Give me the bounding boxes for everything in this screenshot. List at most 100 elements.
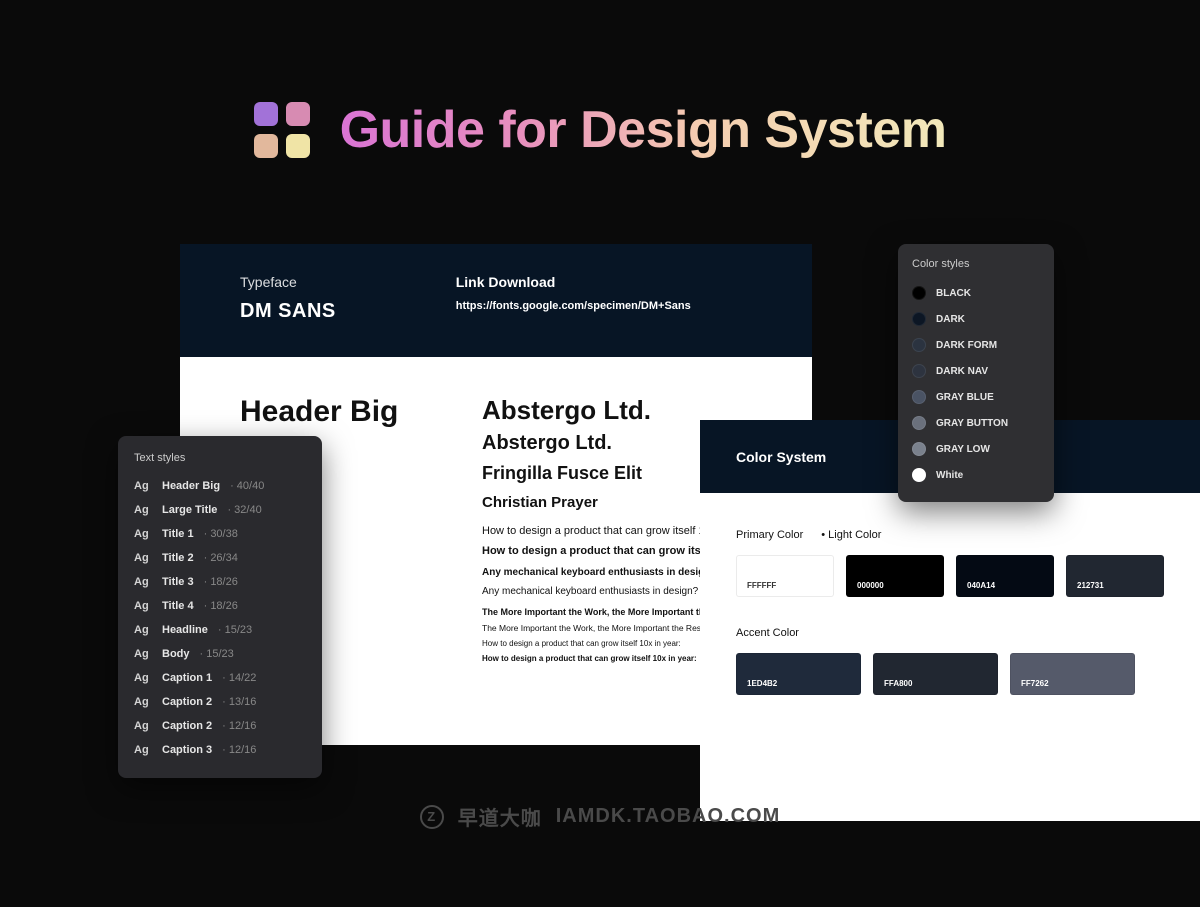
text-style-ag-icon: Ag [134,720,152,732]
specimen: The More Important the Work, the More Im… [482,623,731,633]
color-style-name: DARK [936,314,965,325]
text-style-ag-icon: Ag [134,552,152,564]
specimen: Fringilla Fusce Elit [482,463,731,484]
text-style-ag-icon: Ag [134,672,152,684]
swatch-label: FFFFFF [747,581,776,590]
typeface-panel: Typeface DM SANS Link Download https://f… [180,244,812,357]
text-style-name: Body [162,648,190,660]
specimen: The More Important the Work, the More Im… [482,607,731,617]
text-style-ag-icon: Ag [134,480,152,492]
color-styles-panel: Color styles BLACK DARK DARK FORM DARK NAV G… [898,244,1054,502]
specimen: How to design a product that can grow it… [482,545,731,557]
text-style-item[interactable]: AgTitle 3 · 18/26 [118,570,322,594]
color-dot-icon [912,364,926,378]
accent-color-label: Accent Color [736,627,1164,639]
color-style-name: DARK FORM [936,340,997,351]
download-link[interactable]: https://fonts.google.com/specimen/DM+San… [456,300,691,312]
color-style-name: DARK NAV [936,366,988,377]
specimen: Christian Prayer [482,494,731,511]
color-system-body: Primary Color Light Color FFFFFF00000004… [700,493,1200,821]
accent-swatch-row: 1ED4B2 FFA800 FF7262 [736,653,1164,695]
text-style-item[interactable]: AgCaption 3 · 12/16 [118,738,322,762]
color-styles-title: Color styles [898,258,1054,280]
watermark: Z 早道大咖 IAMDK.TAOBAO.COM [0,802,1200,831]
text-style-dimensions: · 32/40 [227,504,261,516]
logo-tile [254,134,278,158]
page-header: Guide for Design System [0,100,1200,160]
text-styles-panel: Text styles Ag Header Big · 40/40 AgLarge … [118,436,322,778]
specimen: Any mechanical keyboard enthusiasts in d… [482,567,731,578]
watermark-text: 早道大咖 [458,802,542,831]
color-style-item[interactable]: White [898,462,1054,488]
color-style-item[interactable]: GRAY BUTTON [898,410,1054,436]
text-style-ag-icon: Ag [134,528,152,540]
swatch-label: 000000 [857,581,884,590]
text-style-dimensions: · 12/16 [222,720,256,732]
color-style-item[interactable]: DARK [898,306,1054,332]
text-style-item[interactable]: Ag Caption 2 · 12/16 [118,714,322,738]
text-style-item[interactable]: AgCaption 2 · 13/16 [118,690,322,714]
color-style-item[interactable]: DARK NAV [898,358,1054,384]
text-style-dimensions: · 15/23 [218,624,252,636]
logo-tile [286,102,310,126]
text-style-item[interactable]: AgLarge Title · 32/40 [118,498,322,522]
text-style-item[interactable]: AgTitle 4 · 18/26 [118,594,322,618]
typeface-name: DM SANS [240,300,336,323]
specimen: Abstergo Ltd. [482,432,731,455]
specimen: How to design a product that can grow it… [482,639,731,648]
text-style-ag-icon: Ag [134,504,152,516]
text-style-dimensions: · 26/34 [204,552,238,564]
text-style-ag-icon: Ag [134,600,152,612]
text-style-item[interactable]: Ag Title 1 · 30/38 [118,522,322,546]
color-system-title: Color System [736,449,826,465]
color-style-name: White [936,470,963,481]
text-style-name: Header Big [162,480,220,492]
text-style-item[interactable]: Ag Header Big · 40/40 [118,474,322,498]
color-style-item[interactable]: DARK FORM [898,332,1054,358]
color-style-name: BLACK [936,288,971,299]
logo-icon [254,102,310,158]
text-style-item[interactable]: AgTitle 2 · 26/34 [118,546,322,570]
color-dot-icon [912,286,926,300]
color-swatch[interactable]: FFFFFF [736,555,834,597]
color-swatch[interactable]: 212731 [1066,555,1164,597]
color-style-name: GRAY BUTTON [936,418,1008,429]
color-swatch[interactable]: 000000 [846,555,944,597]
text-style-item[interactable]: AgBody · 15/23 [118,642,322,666]
specimen: How to design a product that can grow it… [482,525,731,537]
color-swatch[interactable]: FFA800 [873,653,998,695]
text-style-dimensions: · 18/26 [204,600,238,612]
text-style-item[interactable]: AgHeadline · 15/23 [118,618,322,642]
primary-color-label: Primary Color [736,529,803,541]
color-style-item[interactable]: GRAY BLUE [898,384,1054,410]
text-style-name: Caption 2 [162,720,212,732]
specimen: Any mechanical keyboard enthusiasts in d… [482,586,731,597]
swatch-label: FF7262 [1021,679,1049,688]
text-styles-title: Text styles [118,452,322,474]
text-style-name: Caption 1 [162,672,212,684]
text-style-dimensions: · 18/26 [204,576,238,588]
text-style-name: Title 1 [162,528,194,540]
color-swatch[interactable]: 040A14 [956,555,1054,597]
color-dot-icon [912,390,926,404]
text-style-name: Caption 2 [162,696,212,708]
color-dot-icon [912,468,926,482]
color-swatch[interactable]: FF7262 [1010,653,1135,695]
text-style-ag-icon: Ag [134,648,152,660]
color-dot-icon [912,442,926,456]
text-style-name: Title 3 [162,576,194,588]
color-style-name: GRAY BLUE [936,392,994,403]
color-swatch[interactable]: 1ED4B2 [736,653,861,695]
color-style-item[interactable]: GRAY LOW [898,436,1054,462]
text-style-item[interactable]: Ag Caption 1 · 14/22 [118,666,322,690]
color-dot-icon [912,312,926,326]
page-title: Guide for Design System [340,100,947,160]
swatch-label: 1ED4B2 [747,679,777,688]
text-style-dimensions: · 12/16 [222,744,256,756]
color-style-item[interactable]: BLACK [898,280,1054,306]
watermark-badge-icon: Z [420,805,444,829]
link-download-label: Link Download [456,274,691,290]
text-style-dimensions: · 40/40 [230,480,264,492]
text-style-dimensions: · 30/38 [204,528,238,540]
text-style-dimensions: · 14/22 [222,672,256,684]
